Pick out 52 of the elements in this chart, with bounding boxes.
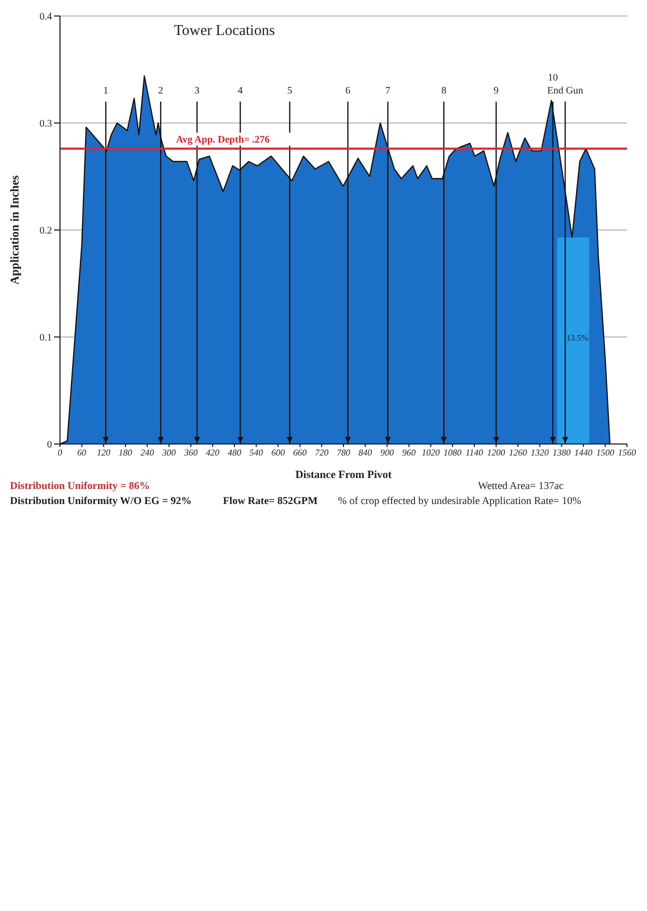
x-tick-label: 1440	[574, 447, 593, 458]
ref-line-label: Avg App. Depth= .276	[176, 134, 270, 146]
x-tick-label: 1320	[530, 447, 550, 458]
x-tick-label: 0	[58, 447, 63, 458]
x-axis-title: Distance From Pivot	[295, 469, 392, 481]
text: Distribution Uniformity W/O EG = 92%	[10, 495, 192, 509]
x-tick-label: 660	[293, 447, 308, 458]
annotation: 8	[441, 86, 446, 97]
text: Distribution Uniformity = 86%	[10, 480, 150, 494]
text: Flow Rate= 852GPM	[223, 495, 318, 509]
x-tick-label: 120	[96, 447, 111, 458]
annotation: 10	[548, 72, 558, 84]
y-tick-label: 0.1	[40, 332, 52, 344]
x-tick-label: 480	[228, 447, 242, 458]
y-axis-title: Application in Inches	[7, 174, 22, 285]
x-tick-label: 540	[250, 447, 264, 458]
annotation: 3	[194, 86, 200, 97]
y-tick-label: 0.4	[40, 12, 52, 23]
x-tick-label: 300	[161, 447, 176, 458]
y-tick-label: 0.2	[40, 226, 52, 237]
x-tick-label: 1020	[422, 447, 440, 458]
annotation: 7	[385, 86, 390, 97]
x-tick-label: 420	[206, 447, 220, 458]
x-tick-label: 960	[402, 447, 416, 458]
x-tick-label: 1560	[618, 447, 636, 458]
x-tick-label: 1140	[466, 447, 484, 458]
annotation: 5	[287, 86, 292, 97]
x-tick-label: 900	[380, 447, 394, 458]
annotation: 9	[494, 86, 499, 97]
x-tick-label: 180	[118, 447, 133, 458]
x-tick-label: 60	[77, 447, 87, 458]
y-tick-label: 0.3	[40, 118, 52, 130]
band-label: 13.5%	[566, 332, 588, 343]
annotation: Tower Locations	[174, 23, 275, 39]
x-tick-label: 1080	[444, 447, 462, 458]
x-tick-label: 1260	[508, 447, 528, 458]
x-tick-label: 240	[140, 447, 154, 458]
x-tick-label: 360	[183, 447, 198, 458]
text: Wetted Area= 137ac	[478, 480, 564, 494]
x-tick-label: 1200	[487, 447, 506, 458]
annotation: 2	[158, 86, 164, 97]
text: % of crop effected by undesirable Application Rate= 10%	[338, 495, 582, 509]
x-tick-label: 840	[358, 447, 373, 458]
x-tick-label: 780	[336, 447, 351, 458]
annotation: 4	[238, 86, 243, 97]
x-tick-label: 600	[271, 447, 286, 458]
x-tick-label: 1500	[596, 447, 615, 458]
annotation: 1	[103, 86, 108, 97]
x-tick-label: 1380	[552, 447, 572, 458]
annotation: 6	[345, 86, 350, 97]
annotation: End Gun	[547, 86, 584, 97]
x-tick-label: 720	[314, 447, 329, 458]
